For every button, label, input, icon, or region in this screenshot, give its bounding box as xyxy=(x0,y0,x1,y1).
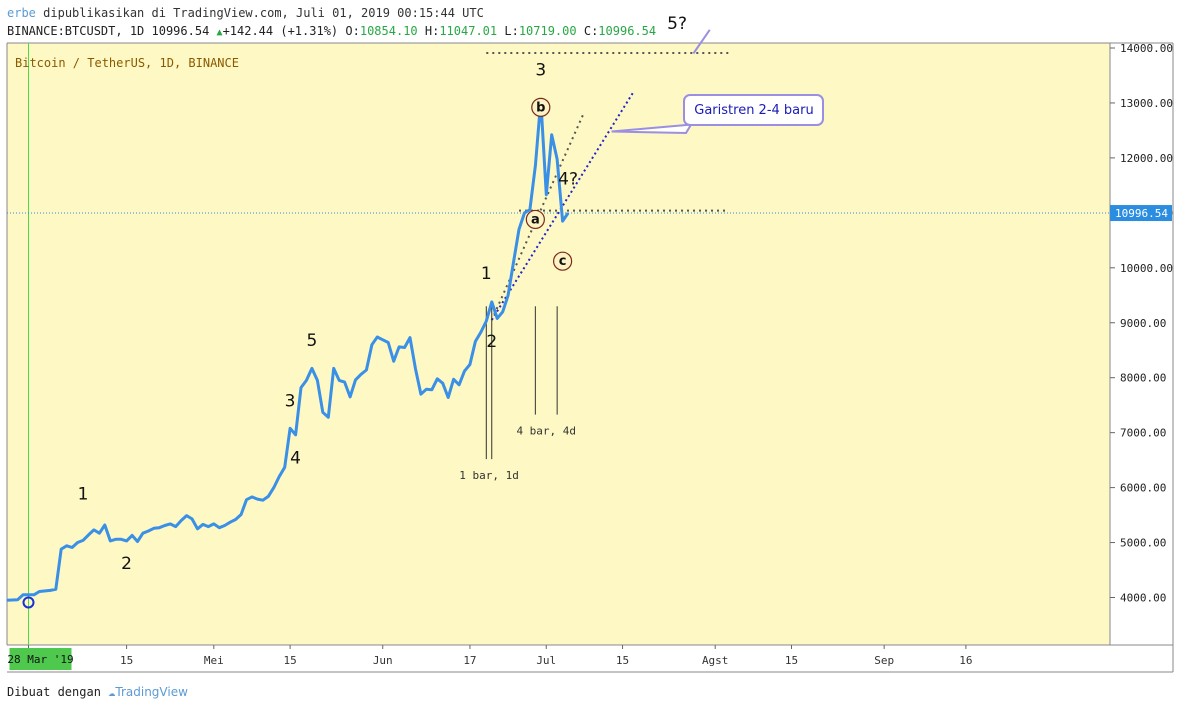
x-tick-label: Mei xyxy=(204,654,224,667)
callout-box xyxy=(683,94,824,126)
x-tick-label: 15 xyxy=(785,654,798,667)
up-arrow-icon: ▲ xyxy=(216,27,223,38)
footer-brand[interactable]: TradingView xyxy=(115,685,188,699)
y-tick-label: 6000.00 xyxy=(1120,482,1166,495)
low-label: L: xyxy=(504,24,519,38)
x-tick-label: 15 xyxy=(616,654,629,667)
y-tick-label: 9000.00 xyxy=(1120,317,1166,330)
circle-label: a xyxy=(531,212,540,227)
open-value: 10854.10 xyxy=(359,24,418,38)
wave-label: 2 xyxy=(486,332,497,352)
x-tick-label: 28 Mar '19 xyxy=(7,653,73,666)
publish-info: erbe dipublikasikan di TradingView.com, … xyxy=(7,6,484,20)
open-label: O: xyxy=(345,24,360,38)
wave-label: 4 xyxy=(290,448,301,468)
x-tick-label: 16 xyxy=(959,654,972,667)
wave-label: 1 xyxy=(481,264,492,284)
x-tick-label: Sep xyxy=(874,654,894,667)
footer-text: Dibuat dengan xyxy=(7,685,101,699)
x-tick-label: Jul xyxy=(536,654,556,667)
y-tick-label: 14000.00 xyxy=(1120,42,1173,55)
publish-text: dipublikasikan di TradingView.com, Juli … xyxy=(43,6,484,20)
symbol-label: BINANCE:BTCUSDT, 1D 10996.54 xyxy=(7,24,210,38)
x-tick-label: Agst xyxy=(702,654,729,667)
ohlc-line: BINANCE:BTCUSDT, 1D 10996.54 ▲+142.44 (+… xyxy=(7,24,656,38)
y-tick-label: 10000.00 xyxy=(1120,262,1173,275)
circle-label-ring xyxy=(552,251,573,271)
wave-label: 5 xyxy=(306,331,317,351)
target-pointer xyxy=(692,29,711,55)
y-tick-label: 8000.00 xyxy=(1120,372,1166,385)
wave-label: 5? xyxy=(667,14,687,34)
start-marker xyxy=(22,596,35,609)
circle-label: b xyxy=(536,100,545,115)
circle-label: c xyxy=(559,254,567,269)
y-tick-label: 13000.00 xyxy=(1120,97,1173,110)
footer: Dibuat dengan ☁TradingView xyxy=(7,685,188,699)
wave-label: 4? xyxy=(558,169,578,189)
plot-area xyxy=(7,43,1110,645)
x-tick-label: 15 xyxy=(283,654,296,667)
x-tick-label: Jun xyxy=(373,654,393,667)
circle-label-ring xyxy=(531,97,551,117)
x-tick-label: 17 xyxy=(463,654,476,667)
current-price-tag xyxy=(1110,205,1172,222)
x-tick-highlight xyxy=(9,648,72,670)
range-label: 1 bar, 1d xyxy=(459,469,519,482)
low-value: 10719.00 xyxy=(518,24,577,38)
current-price-label: 10996.54 xyxy=(1115,207,1168,220)
wave-label: 1 xyxy=(78,485,89,505)
y-tick-label: 7000.00 xyxy=(1120,427,1166,440)
circle-label-ring xyxy=(525,209,545,230)
wave-label: 2 xyxy=(121,554,132,574)
callout-text: Garistren 2-4 baru xyxy=(694,103,813,118)
author-name[interactable]: erbe xyxy=(7,6,36,20)
chart-title: Bitcoin / TetherUS, 1D, BINANCE xyxy=(15,56,239,70)
close-value: 10996.54 xyxy=(598,24,657,38)
wave-label: 3 xyxy=(285,391,296,411)
x-tick-label: 15 xyxy=(120,654,133,667)
y-tick-label: 4000.00 xyxy=(1120,592,1166,605)
y-tick-label: 5000.00 xyxy=(1120,537,1166,550)
trend-dotted-line xyxy=(490,111,586,321)
range-label: 4 bar, 4d xyxy=(516,425,576,438)
wave-label: 3 xyxy=(535,60,546,80)
price-series-line xyxy=(6,98,570,602)
high-label: H: xyxy=(424,24,440,38)
tradingview-logo-icon: ☁ xyxy=(108,685,116,699)
y-tick-label: 12000.00 xyxy=(1120,152,1173,165)
close-label: C: xyxy=(583,24,599,38)
change-label: +142.44 (+1.31%) xyxy=(222,24,339,38)
high-value: 11047.01 xyxy=(439,24,498,38)
